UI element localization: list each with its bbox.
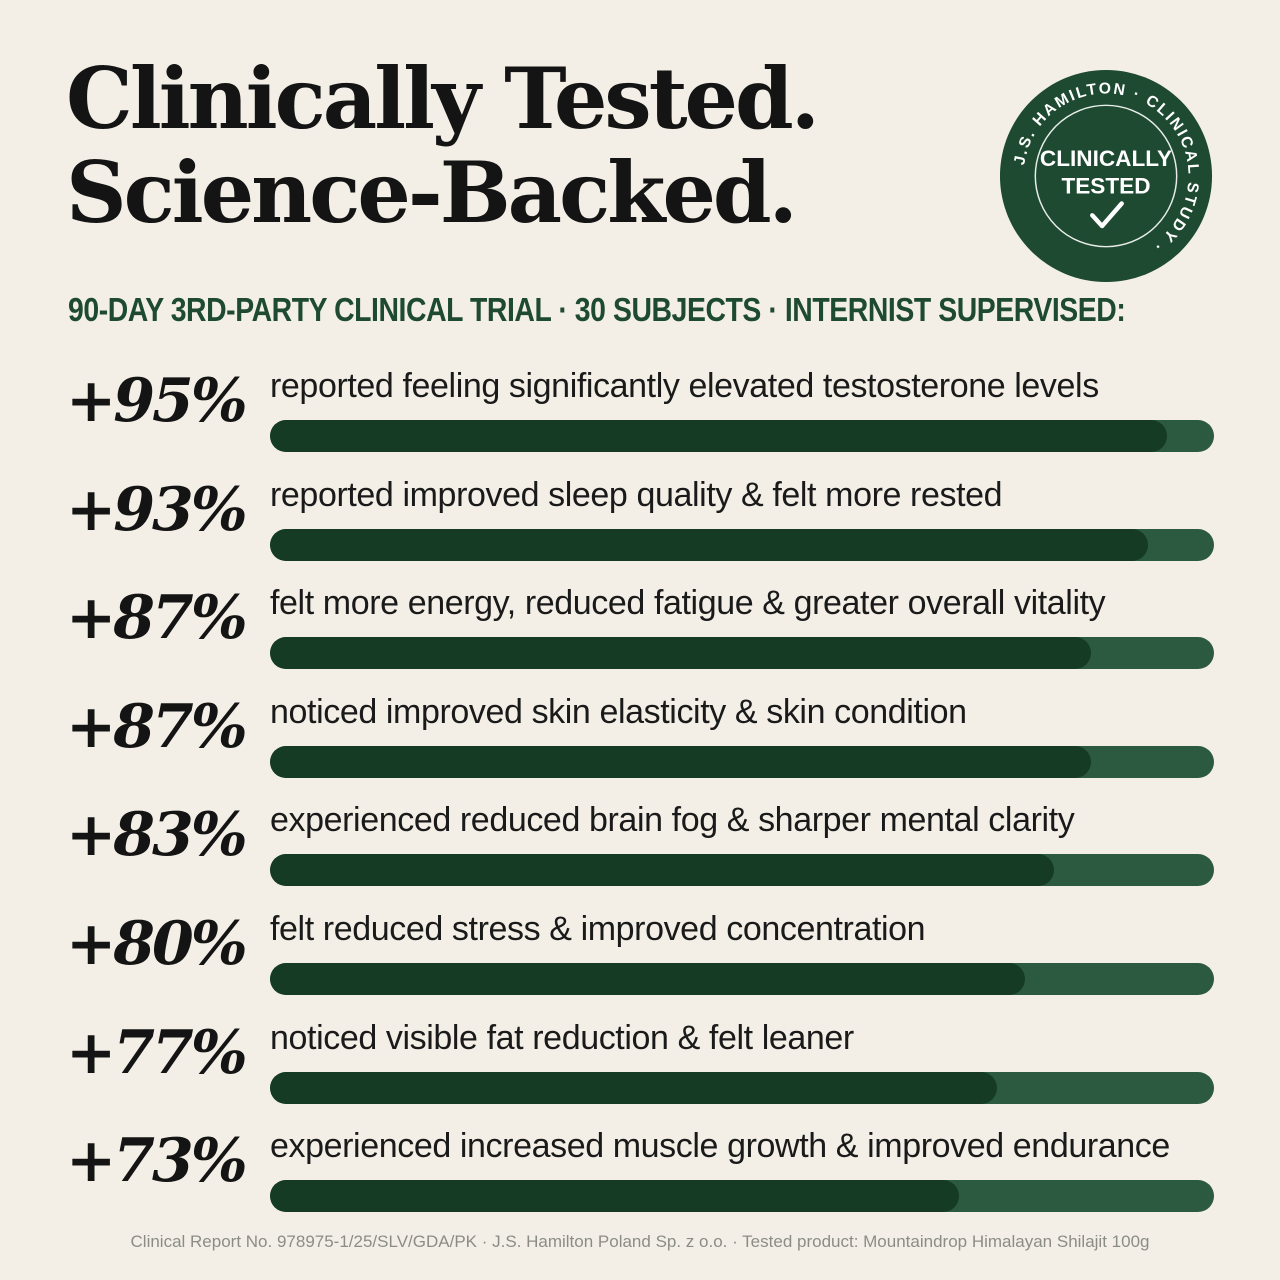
seal-inner-ring bbox=[1034, 104, 1178, 248]
headline-line-2: Science-Backed. bbox=[66, 143, 798, 242]
bar-track bbox=[270, 420, 1214, 452]
chart-row: +93% reported improved sleep quality & fe… bbox=[0, 473, 1280, 581]
bar-fill bbox=[270, 420, 1167, 452]
percent-value: +87% bbox=[66, 691, 248, 762]
headline: Clinically Tested. Science-Backed. bbox=[66, 49, 820, 242]
bar-fill bbox=[270, 745, 1092, 778]
bar-track bbox=[270, 1071, 1214, 1104]
percent-value: +73% bbox=[66, 1126, 248, 1197]
percent-value: +80% bbox=[66, 909, 248, 979]
footer-citation: Clinical Report No. 978975-1/25/SLV/GDA/… bbox=[130, 1232, 1150, 1251]
bar-fill bbox=[270, 963, 1026, 995]
category-label: noticed visible fat reduction & felt lea… bbox=[270, 1018, 854, 1057]
bar-track bbox=[270, 1180, 1214, 1213]
trial-subhead: 90-DAY 3RD-PARTY CLINICAL TRIAL · 30 SUB… bbox=[68, 291, 1126, 328]
bar-track bbox=[270, 963, 1214, 995]
percent-value: +93% bbox=[66, 474, 248, 545]
clinical-seal: J.S. HAMILTON · CLINICAL STUDY · CLINICA… bbox=[999, 69, 1213, 283]
category-label: reported improved sleep quality & felt m… bbox=[270, 475, 1003, 514]
bar-track bbox=[270, 745, 1214, 778]
bar-fill bbox=[270, 854, 1054, 887]
category-label: noticed improved skin elasticity & skin … bbox=[270, 692, 967, 731]
bar-fill bbox=[270, 528, 1148, 561]
category-label: felt more energy, reduced fatigue & grea… bbox=[270, 584, 1106, 623]
chart-row: +73% experienced increased muscle growth … bbox=[0, 1124, 1280, 1232]
chart-row: +83% experienced reduced brain fog & shar… bbox=[0, 798, 1280, 906]
bar-fill bbox=[270, 1180, 960, 1213]
chart-row: +80% felt reduced stress & improved conce… bbox=[0, 907, 1280, 1015]
category-label: reported feeling significantly elevated … bbox=[270, 367, 1099, 405]
chart-row: +87% felt more energy, reduced fatigue & … bbox=[0, 581, 1280, 689]
chart-row: +77% noticed visible fat reduction & felt… bbox=[0, 1016, 1280, 1124]
bar-track bbox=[270, 637, 1214, 670]
headline-line-1: Clinically Tested. bbox=[66, 49, 820, 148]
chart-row: +87% noticed improved skin elasticity & s… bbox=[0, 690, 1280, 798]
percent-value: +83% bbox=[66, 800, 248, 871]
seal-circle bbox=[999, 69, 1213, 283]
bar-track bbox=[270, 854, 1214, 887]
chart-row: +95% reported feeling significantly eleva… bbox=[0, 364, 1280, 472]
category-label: experienced reduced brain fog & sharper … bbox=[270, 801, 1075, 840]
bar-fill bbox=[270, 637, 1092, 670]
percent-value: +95% bbox=[66, 366, 248, 436]
category-label: experienced increased muscle growth & im… bbox=[270, 1127, 1170, 1166]
seal-center-line-2: TESTED bbox=[1061, 174, 1150, 199]
category-label: felt reduced stress & improved concentra… bbox=[270, 910, 926, 948]
bar-fill bbox=[270, 1071, 997, 1104]
percent-value: +87% bbox=[66, 583, 248, 654]
bar-track bbox=[270, 528, 1214, 561]
checkmark-icon bbox=[1090, 201, 1124, 229]
percent-value: +77% bbox=[66, 1017, 248, 1088]
seal-center-line-1: CLINICALLY bbox=[1040, 146, 1172, 171]
